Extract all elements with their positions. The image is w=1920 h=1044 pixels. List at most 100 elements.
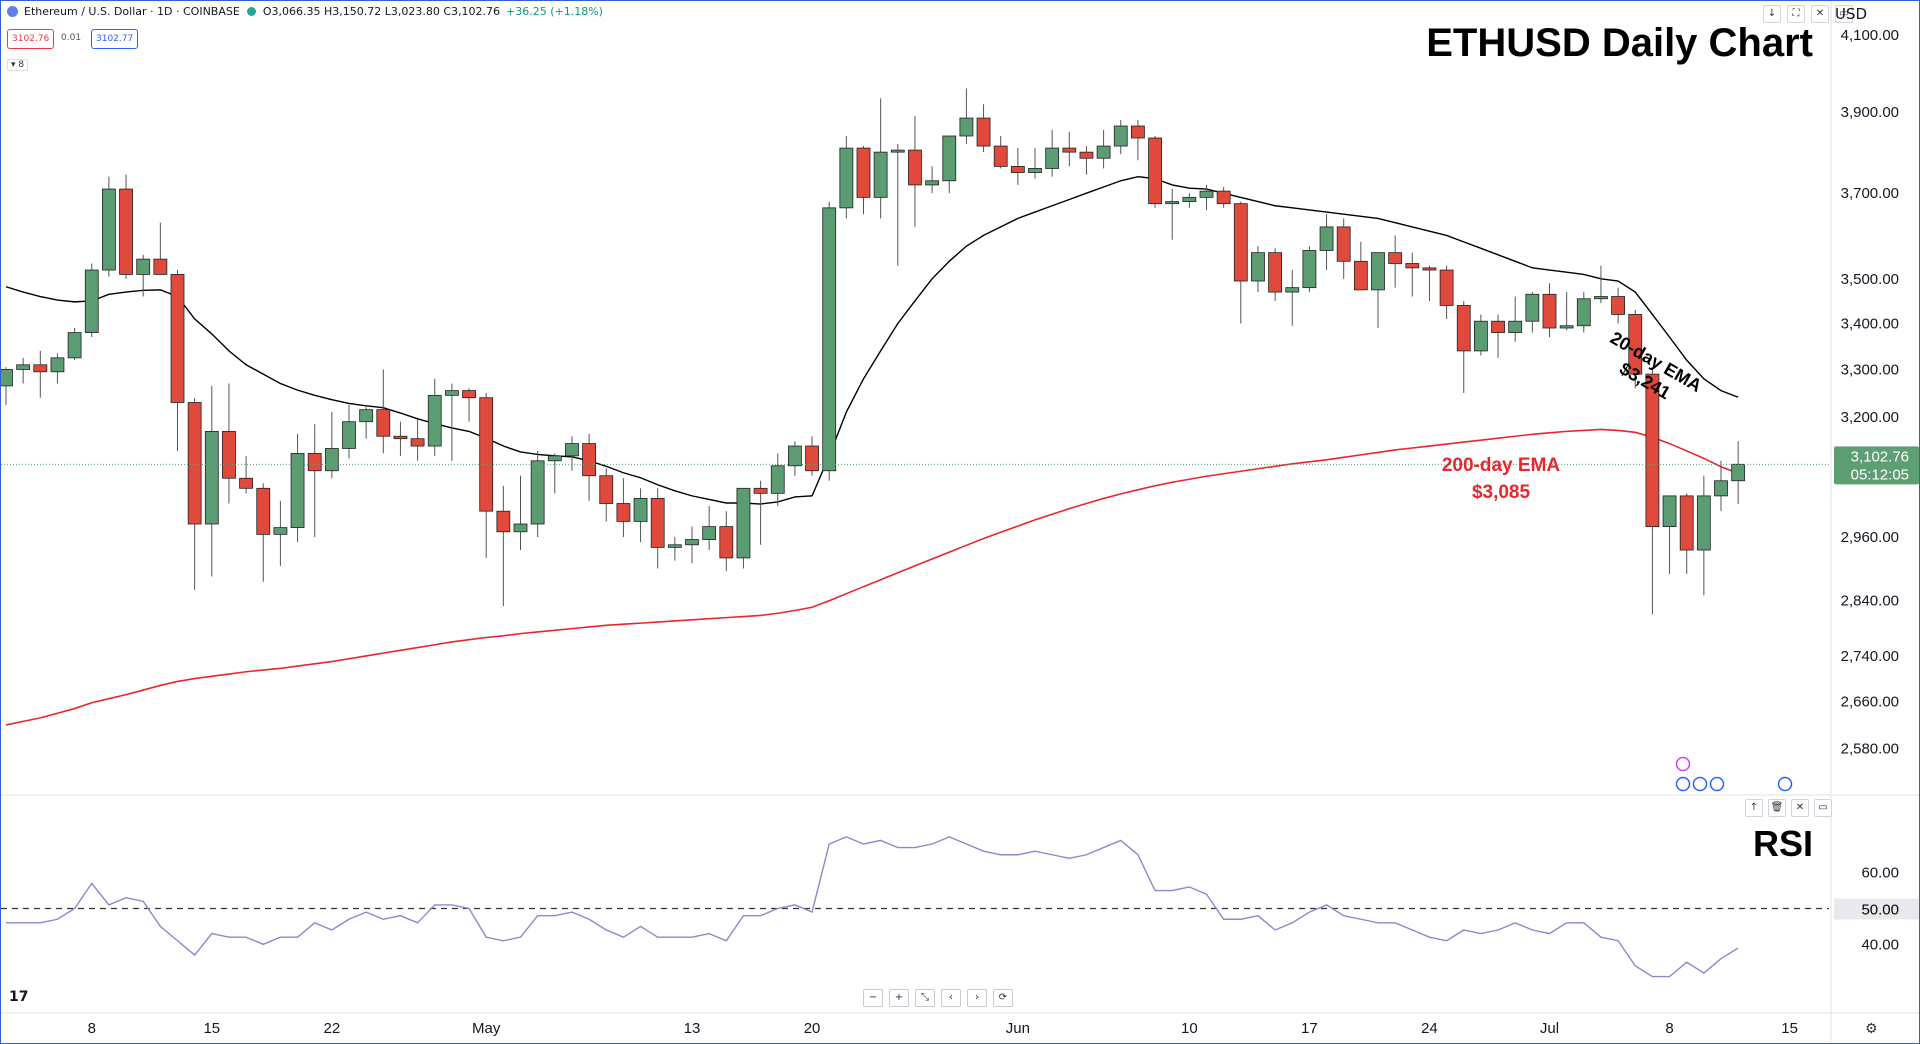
candle[interactable] [462,390,476,399]
zoom-in-icon[interactable]: + [889,989,909,1007]
candle[interactable] [1319,226,1334,251]
candle[interactable] [1216,190,1231,205]
maximize-icon[interactable]: ⛶ [1787,5,1805,23]
candle[interactable] [1,369,13,387]
candle[interactable] [1353,260,1368,291]
close-icon[interactable]: ✕ [1811,5,1829,23]
event-marker-icon[interactable] [1709,776,1725,792]
scroll-right-icon[interactable]: › [967,989,987,1007]
candle[interactable] [1251,252,1265,282]
candle[interactable] [1456,305,1471,352]
candle[interactable] [753,487,768,494]
candle[interactable] [616,503,631,522]
candle[interactable] [1062,147,1077,153]
zoom-out-icon[interactable]: − [863,989,883,1007]
candle[interactable] [1611,296,1625,315]
candle[interactable] [908,149,922,186]
candle[interactable] [736,487,751,559]
candle[interactable] [307,453,322,472]
arrow-up-icon[interactable]: ↑ [1745,799,1763,817]
candle[interactable] [1371,252,1385,291]
buy-button[interactable]: 3102.77 [91,29,139,49]
candle[interactable] [1028,168,1042,173]
candle[interactable] [273,527,288,535]
sell-button[interactable]: 3102.76 [7,29,55,49]
candle[interactable] [856,147,871,198]
candle[interactable] [667,544,682,548]
indicator-count-toggle[interactable]: ▾ 8 [7,59,29,71]
candle[interactable] [547,455,562,462]
candle[interactable] [1714,480,1728,497]
candle[interactable] [359,409,374,423]
candle[interactable] [513,523,528,533]
candle[interactable] [1148,137,1162,205]
candle[interactable] [1474,320,1488,352]
candle[interactable] [770,465,785,494]
gear-icon[interactable]: ⚙ [1865,1021,1878,1037]
candle[interactable] [170,274,185,403]
arrow-down-icon[interactable]: ↓ [1763,5,1781,23]
candle[interactable] [839,147,854,209]
refresh-icon[interactable]: ⟳ [993,989,1013,1007]
candle[interactable] [1594,296,1608,300]
candle[interactable] [324,448,339,472]
candle[interactable] [599,475,614,504]
candle[interactable] [222,430,236,479]
candle[interactable] [1336,226,1351,262]
candle[interactable] [496,510,511,533]
candle[interactable] [136,258,151,275]
candle[interactable] [33,364,48,373]
restore-icon[interactable]: ▭ [1814,799,1832,817]
candle[interactable] [1491,320,1505,333]
candle[interactable] [1508,320,1523,333]
candle[interactable] [239,477,254,489]
scroll-left-icon[interactable]: ‹ [941,989,961,1007]
candle[interactable] [685,539,699,546]
candle[interactable] [805,445,819,472]
candle[interactable] [1045,147,1060,169]
tradingview-logo-icon[interactable]: 17 [9,989,29,1005]
candle[interactable] [565,443,579,457]
candle[interactable] [890,149,905,153]
candle[interactable] [84,269,99,333]
candle[interactable] [650,498,665,548]
symbol-legend[interactable]: Ethereum / U.S. Dollar · 1D · COINBASE O… [7,5,603,18]
candle[interactable] [1131,125,1145,139]
candle[interactable] [1165,201,1180,205]
candle[interactable] [925,180,939,186]
candle[interactable] [993,145,1008,167]
candle[interactable] [1405,263,1420,269]
candle[interactable] [153,258,168,275]
candle[interactable] [1731,463,1746,482]
candle[interactable] [1285,287,1300,293]
candle[interactable] [1645,373,1660,527]
event-marker-icon[interactable] [1777,776,1793,792]
candle[interactable] [1542,293,1557,329]
candle[interactable] [1233,203,1248,282]
restore-icon[interactable]: ▭ [1835,5,1853,23]
candle[interactable] [1096,145,1111,159]
candle[interactable] [444,390,459,396]
candle[interactable] [942,135,957,182]
candle[interactable] [976,117,991,147]
event-marker-icon[interactable] [1692,776,1708,792]
candle[interactable] [959,117,974,137]
candle[interactable] [376,409,391,437]
candle[interactable] [1439,269,1454,306]
candle[interactable] [1079,151,1094,159]
candle[interactable] [582,443,596,477]
candle[interactable] [1662,495,1677,527]
currency-label[interactable]: USD [1835,5,1868,23]
candle[interactable] [1199,190,1214,198]
candle[interactable] [290,453,305,529]
candle[interactable] [119,188,133,275]
candle[interactable] [530,460,545,525]
candle[interactable] [256,487,271,535]
candle[interactable] [719,526,734,559]
candle[interactable] [1268,252,1282,293]
candle[interactable] [1576,298,1591,327]
candle[interactable] [410,438,425,447]
candle[interactable] [187,402,202,525]
candle[interactable] [16,364,31,370]
